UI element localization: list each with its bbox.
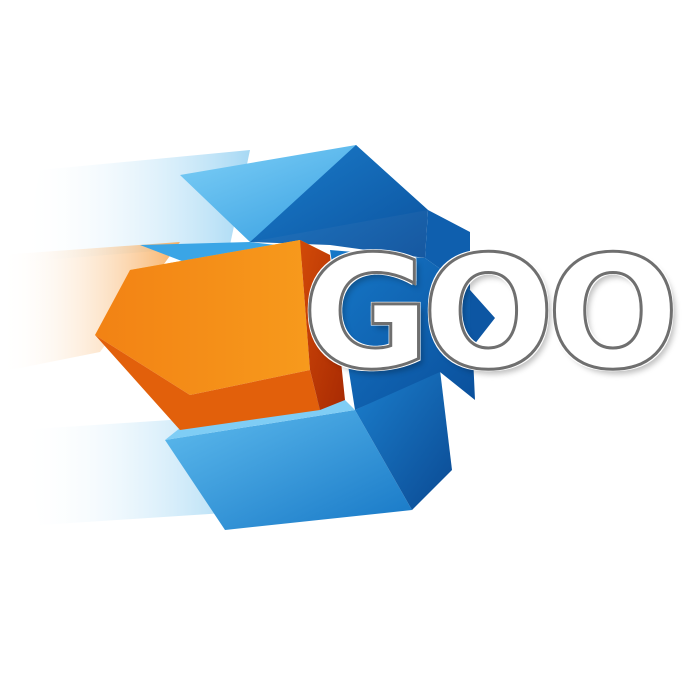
right-block-notch: [470, 290, 495, 350]
orange-block-side-face: [300, 240, 345, 410]
top-block-right-side: [425, 210, 470, 290]
right-block-face: [330, 250, 475, 410]
orange-block-front-face: [95, 240, 310, 395]
bottom-block-front-face: [165, 410, 412, 530]
bottom-block-right-face: [355, 370, 452, 510]
top-block-right-face: [250, 145, 428, 258]
orange-block-front-bottom: [95, 335, 320, 430]
